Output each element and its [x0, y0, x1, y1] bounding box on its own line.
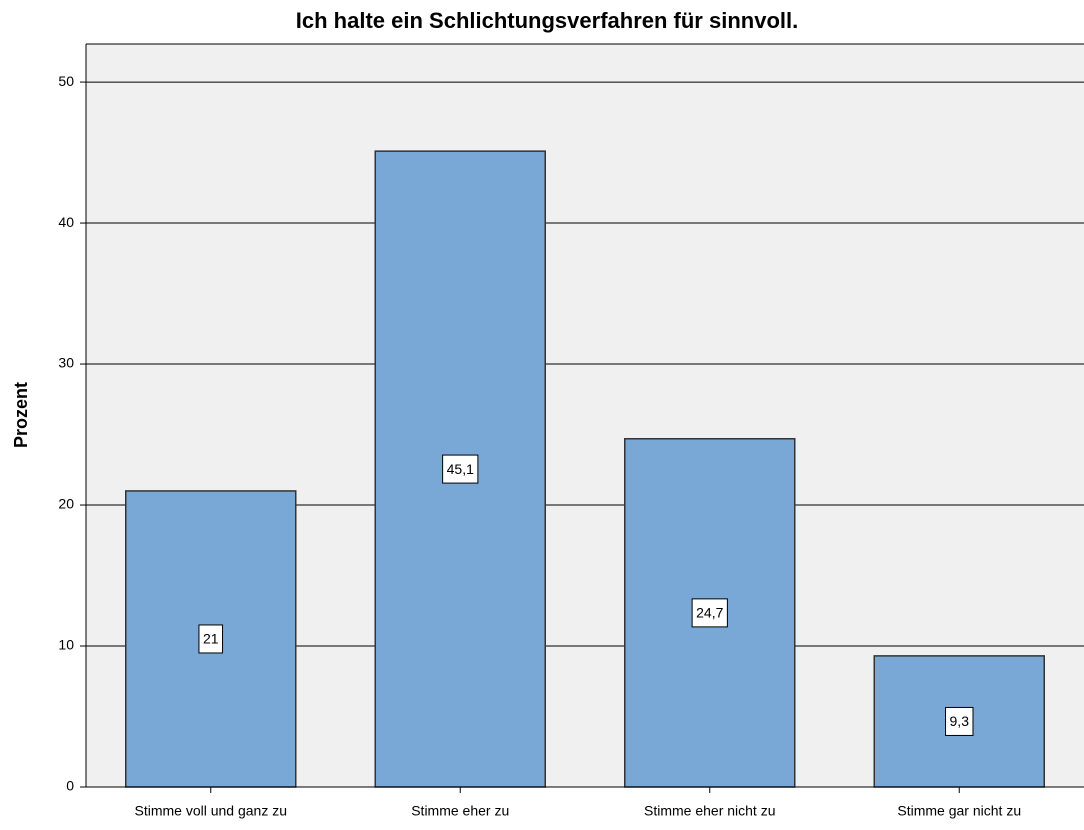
y-tick-label: 10	[58, 637, 74, 653]
value-label-box	[442, 454, 479, 484]
y-tick-label: 0	[66, 778, 74, 794]
y-tick-label: 40	[58, 214, 74, 230]
value-label-box	[691, 598, 728, 628]
y-axis-label: Prozent	[11, 382, 31, 448]
x-tick-label: Stimme eher nicht zu	[644, 803, 776, 819]
value-label: 21	[203, 631, 219, 647]
x-tick-label: Stimme voll und ganz zu	[134, 803, 287, 819]
x-tick-label: Stimme gar nicht zu	[897, 803, 1021, 819]
value-label-box	[945, 706, 974, 736]
value-label: 9,3	[950, 713, 970, 729]
y-tick-label: 30	[58, 355, 74, 371]
value-label: 24,7	[696, 605, 723, 621]
value-label-box	[198, 624, 224, 654]
y-tick-label: 20	[58, 496, 74, 512]
y-tick-label: 50	[58, 73, 74, 89]
x-tick-label: Stimme eher zu	[411, 803, 509, 819]
chart-title: Ich halte ein Schlichtungsverfahren für …	[296, 8, 798, 33]
value-label: 45,1	[447, 461, 474, 477]
